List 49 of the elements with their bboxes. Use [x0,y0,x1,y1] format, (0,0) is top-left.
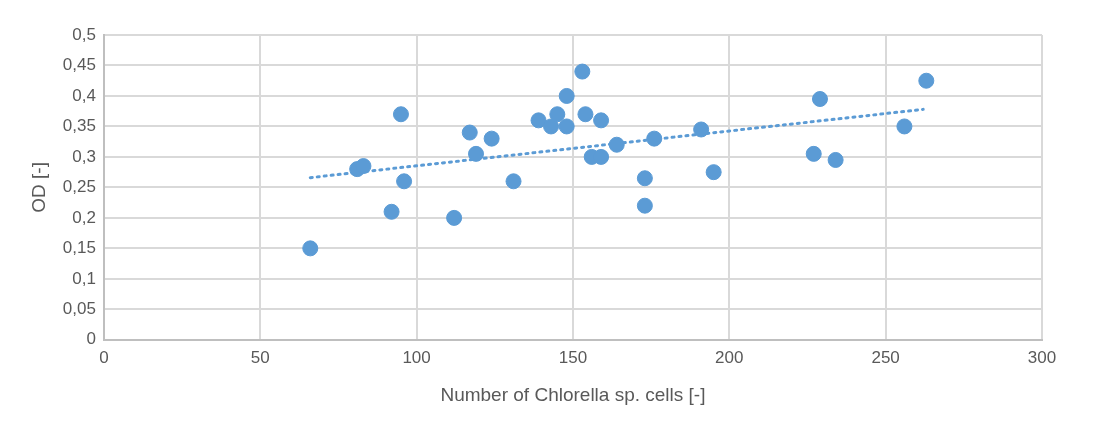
point [896,118,913,135]
y-axis-title: OD [-] [27,162,49,213]
y-tick-label: 0,1 [72,268,96,288]
y-tick-label: 0,3 [72,146,96,166]
point [558,118,575,135]
point [693,121,710,138]
y-tick-label: 0,05 [62,299,96,319]
y-tick-label: 0,5 [72,24,96,44]
y-tick-label: 0,2 [72,207,96,227]
point [461,124,478,141]
y-tick-label: 0,35 [62,116,96,136]
point [446,209,463,226]
point [302,240,319,257]
point [593,112,610,129]
y-tick-label: 0,25 [62,177,96,197]
point [636,170,653,187]
x-tick-label: 100 [402,347,431,367]
point [608,136,625,153]
y-tick-label: 0 [86,329,96,349]
point [636,197,653,214]
point [918,72,935,89]
x-tick-label: 0 [99,347,109,367]
point [530,112,547,129]
point [705,164,722,181]
point [577,106,594,123]
point [805,145,822,162]
point [811,91,828,108]
point [483,130,500,147]
x-tick-label: 250 [871,347,900,367]
point [468,145,485,162]
y-tick-label: 0,45 [62,55,96,75]
point [543,118,560,135]
point [827,151,844,168]
y-tick-label: 0,4 [72,85,96,105]
x-tick-label: 200 [715,347,744,367]
y-tick-label: 0,15 [62,238,96,258]
point [383,203,400,220]
point [646,130,663,147]
point [392,106,409,123]
x-tick-label: 150 [558,347,588,367]
point [505,173,522,190]
point [549,106,566,123]
point [355,158,372,175]
x-axis-title: Number of Chlorella sp. cells [-] [440,383,706,405]
point [574,63,591,80]
x-tick-label: 300 [1027,347,1057,367]
point [396,173,413,190]
point [558,87,575,104]
x-tick-label: 50 [250,347,270,367]
